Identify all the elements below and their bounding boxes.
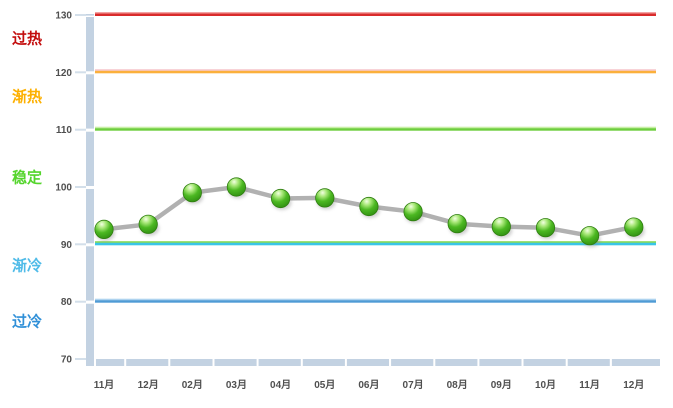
y-tick-mark (75, 14, 86, 16)
data-point-marker[interactable] (359, 196, 379, 217)
x-axis-bar-segment (391, 359, 434, 366)
x-axis-bar-segment (302, 359, 345, 366)
x-axis-bar-segment (170, 359, 213, 366)
x-tick-label: 03月 (226, 379, 247, 391)
data-point-marker[interactable] (94, 219, 114, 239)
x-tick-label: 11月 (94, 379, 115, 391)
data-point-marker[interactable] (624, 217, 644, 237)
y-axis-bar-segment (86, 74, 94, 129)
x-axis-bar-segment (96, 359, 125, 366)
threshold-line (95, 242, 656, 246)
y-tick-label: 130 (55, 11, 72, 22)
x-axis-bar-segment (479, 359, 522, 366)
x-axis-corner (86, 359, 94, 366)
data-point-marker[interactable] (270, 188, 291, 209)
x-tick-label: 06月 (358, 379, 379, 391)
y-tick-mark (75, 71, 86, 74)
threshold-line (95, 13, 656, 16)
x-tick-label: 10月 (535, 379, 556, 391)
zone-label: 过热 (12, 30, 42, 48)
y-axis-bar-segment (86, 189, 94, 244)
zone-label: 渐热 (12, 87, 42, 105)
zone-label: 稳定 (12, 168, 42, 186)
threshold-line (95, 70, 656, 74)
x-axis-bar-segment (126, 359, 169, 366)
x-tick-label: 05月 (314, 379, 335, 391)
x-axis-bar-segment (258, 359, 301, 366)
x-tick-label: 11月 (579, 379, 600, 391)
y-axis-bar-segment (86, 131, 94, 186)
x-tick-label: 08月 (447, 379, 468, 391)
zone-label: 渐冷 (12, 257, 42, 275)
threshold-line (95, 300, 656, 303)
y-axis-bar-segment (86, 303, 94, 364)
data-point-marker[interactable] (579, 226, 600, 246)
x-tick-label: 02月 (182, 379, 203, 391)
y-axis-bar-cap (86, 14, 94, 16)
y-tick-label: 90 (61, 240, 73, 251)
x-axis-bar-segment (611, 359, 660, 366)
x-axis-bar-segment (435, 359, 478, 366)
x-tick-label: 09月 (491, 379, 512, 391)
x-tick-label: 07月 (403, 379, 424, 391)
data-point-marker[interactable] (403, 202, 423, 222)
threshold-line-edge (95, 12, 656, 14)
x-tick-label: 12月 (623, 379, 644, 391)
y-tick-mark (75, 128, 86, 131)
zone-label: 过冷 (12, 313, 42, 331)
y-axis-bar-segment (86, 246, 94, 301)
y-tick-label: 100 (55, 183, 72, 194)
y-tick-label: 80 (61, 297, 73, 308)
y-axis-bar-segment (86, 17, 94, 72)
data-point-marker[interactable] (138, 214, 158, 234)
y-tick-mark (75, 243, 86, 246)
x-axis-bar-segment (523, 359, 566, 366)
y-tick-label: 110 (56, 125, 73, 136)
threshold-line (95, 128, 656, 131)
y-tick-label: 70 (61, 355, 73, 366)
x-tick-label: 04月 (270, 379, 291, 391)
data-point-marker[interactable] (535, 218, 556, 238)
data-point-marker[interactable] (182, 183, 202, 203)
data-point-marker[interactable] (226, 177, 246, 197)
data-point-marker[interactable] (315, 188, 335, 208)
y-tick-label: 120 (55, 68, 72, 79)
threshold-line-edge (95, 241, 656, 243)
x-axis-bar-segment (567, 359, 610, 366)
data-point-marker[interactable] (491, 217, 511, 237)
y-tick-mark (75, 300, 86, 303)
x-axis-bar-segment (346, 359, 389, 366)
y-tick-mark (75, 186, 86, 188)
threshold-line-edge (95, 298, 656, 301)
y-tick-mark (75, 358, 86, 360)
x-tick-label: 12月 (138, 379, 159, 391)
threshold-line-edge (95, 69, 656, 71)
data-point-marker[interactable] (447, 214, 467, 234)
x-axis-bar-segment (214, 359, 257, 366)
threshold-line-edge (95, 126, 656, 129)
